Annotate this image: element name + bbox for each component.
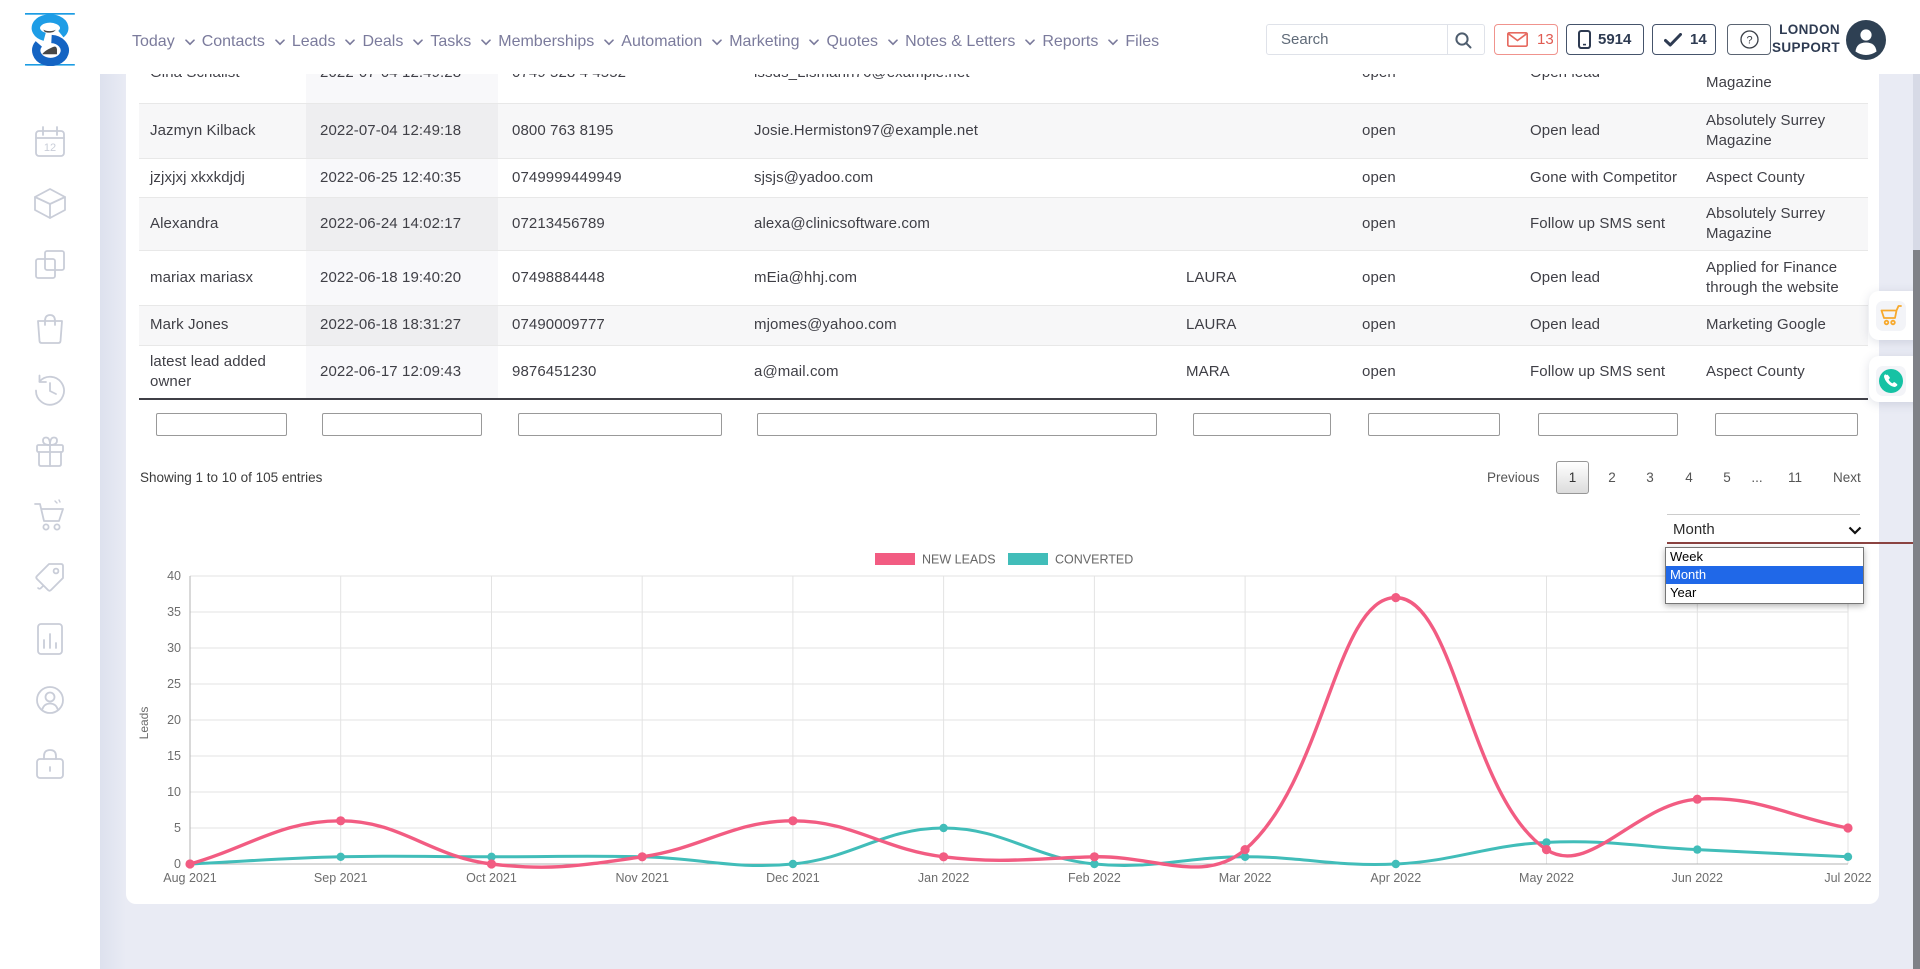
- svg-text:12: 12: [44, 142, 56, 154]
- svg-text:Jan 2022: Jan 2022: [918, 871, 969, 885]
- svg-text:May 2022: May 2022: [1519, 871, 1574, 885]
- svg-text:Sep 2021: Sep 2021: [314, 871, 368, 885]
- svg-text:5: 5: [174, 821, 181, 835]
- svg-text:Mar 2022: Mar 2022: [1219, 871, 1272, 885]
- svg-text:CONVERTED: CONVERTED: [1055, 553, 1133, 567]
- svg-text:25: 25: [167, 677, 181, 691]
- svg-text:Oct 2021: Oct 2021: [466, 871, 517, 885]
- svg-text:Leads: Leads: [137, 707, 151, 740]
- svg-text:Apr 2022: Apr 2022: [1370, 871, 1421, 885]
- svg-text:10: 10: [167, 785, 181, 799]
- svg-text:Jun 2022: Jun 2022: [1672, 871, 1723, 885]
- svg-text:?: ?: [1746, 34, 1752, 46]
- svg-text:NEW LEADS: NEW LEADS: [922, 553, 996, 567]
- svg-text:30: 30: [167, 641, 181, 655]
- svg-text:40: 40: [167, 569, 181, 583]
- svg-text:Jul 2022: Jul 2022: [1824, 871, 1871, 885]
- svg-text:15: 15: [167, 749, 181, 763]
- svg-text:20: 20: [167, 713, 181, 727]
- svg-text:Feb 2022: Feb 2022: [1068, 871, 1121, 885]
- svg-text:Nov 2021: Nov 2021: [615, 871, 669, 885]
- svg-text:35: 35: [167, 605, 181, 619]
- svg-text:Aug 2021: Aug 2021: [163, 871, 217, 885]
- svg-text:Dec 2021: Dec 2021: [766, 871, 820, 885]
- svg-text:0: 0: [174, 857, 181, 871]
